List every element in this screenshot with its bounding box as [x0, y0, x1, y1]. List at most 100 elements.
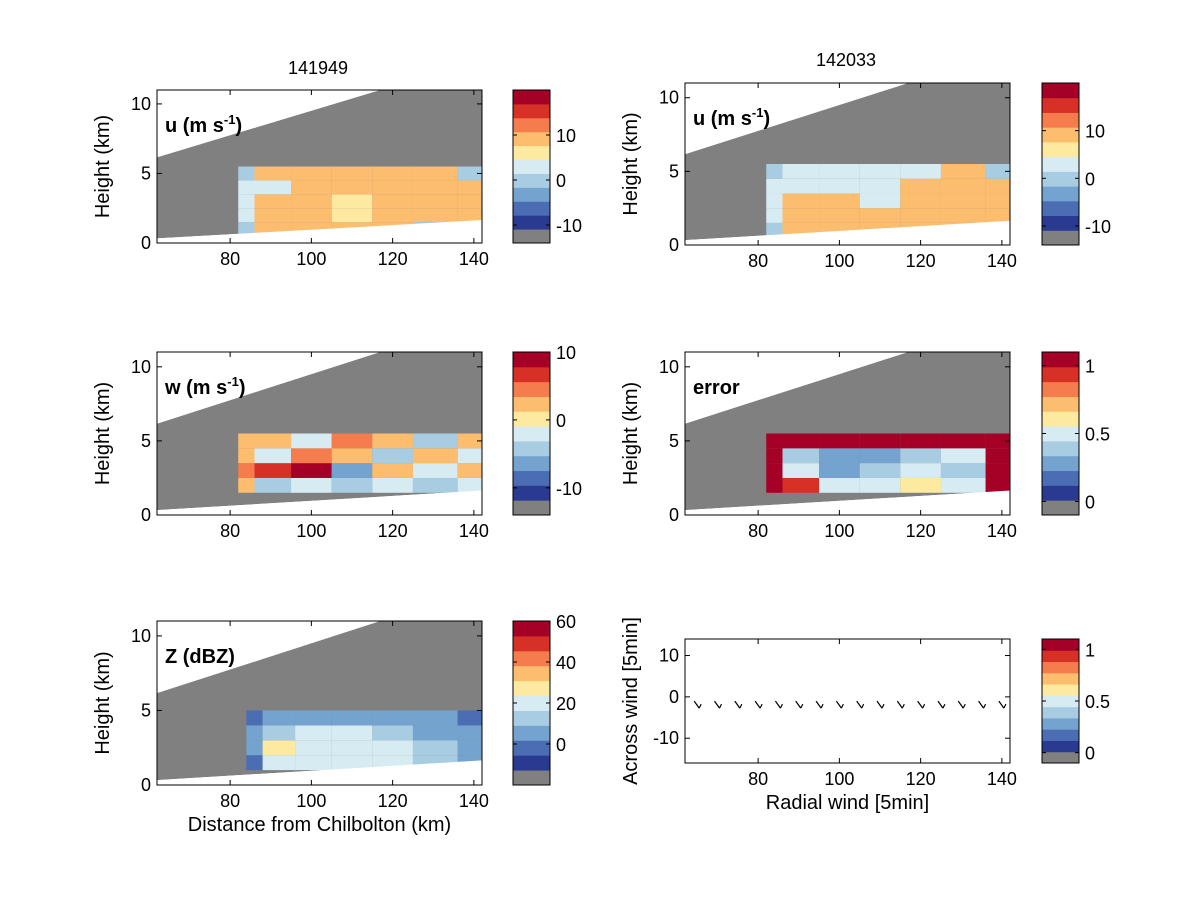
heatmap-cell	[254, 166, 292, 181]
x-tick-label: 100	[296, 521, 326, 541]
wind-arrow	[978, 700, 985, 709]
y-tick-label: 10	[659, 357, 679, 377]
colorbar-swatch	[1042, 650, 1079, 663]
heatmap-cell	[782, 178, 820, 194]
colorbar-swatch	[513, 159, 550, 174]
colorbar-swatch	[1042, 740, 1079, 753]
colorbar-swatch	[513, 145, 550, 161]
wind-arrow-head	[983, 703, 987, 709]
x-tick-label: 140	[459, 249, 489, 269]
colorbar-swatch	[1042, 230, 1079, 246]
x-tick-label: 100	[824, 769, 854, 789]
colorbar-swatch	[1042, 200, 1079, 217]
heatmap-cell	[291, 433, 332, 449]
plot-area-error	[685, 352, 1010, 515]
wind-arrow	[734, 700, 741, 709]
ground-mask	[157, 220, 482, 243]
colorbar-tick-label: 0.5	[1085, 425, 1110, 445]
colorbar-swatch	[1042, 127, 1079, 143]
heatmap-cell	[262, 710, 296, 726]
heatmap-cell	[985, 433, 1010, 449]
heatmap-cell	[291, 208, 332, 223]
heatmap-cell	[985, 477, 1010, 493]
heatmap-cell	[457, 740, 482, 756]
heatmap-cell	[291, 448, 332, 464]
colorbar-tick-label: 20	[556, 694, 576, 714]
heatmap-cell	[331, 433, 373, 449]
panel-annotation: u (m s-1)	[693, 105, 770, 130]
heatmap-cell	[900, 208, 941, 223]
colorbar-tick-label: 0.5	[1085, 692, 1110, 712]
wind-arrow	[835, 700, 842, 709]
heatmap-cell	[819, 433, 860, 449]
colorbar-swatch	[1042, 695, 1079, 708]
axes-frame	[684, 82, 1011, 246]
heatmap-cell	[457, 710, 482, 726]
heatmap-cell	[412, 180, 458, 195]
colorbar-swatch	[513, 131, 550, 147]
heatmap-cell	[246, 740, 263, 756]
wind-arrow-head	[718, 703, 723, 709]
heatmap-cell	[457, 477, 482, 493]
heatmap-cell	[372, 208, 413, 223]
wind-arrow-head	[739, 703, 743, 709]
heatmap-cell	[900, 477, 941, 493]
colorbar-swatch	[513, 173, 550, 188]
y-tick-label: 0	[141, 233, 151, 253]
wind-arrow-head	[881, 703, 885, 709]
y-tick-label: 10	[659, 646, 679, 666]
colorbar-swatch	[1042, 440, 1079, 457]
y-axis-label: Across wind [5min]	[620, 617, 642, 785]
x-tick-label: 80	[748, 251, 768, 271]
heatmap-cell	[238, 433, 255, 449]
heatmap-cell	[331, 755, 373, 771]
heatmap-cell	[412, 477, 458, 493]
colorbar-tick-label: 0	[1085, 492, 1095, 512]
y-tick-label: 5	[669, 161, 679, 181]
colorbar-swatch	[513, 201, 550, 216]
heatmap-cell	[859, 208, 901, 223]
heatmap-cell	[262, 755, 296, 771]
y-tick-label: 0	[141, 505, 151, 525]
heatmap-cell	[900, 164, 941, 179]
heatmap-cell	[766, 178, 783, 194]
y-tick-label: 0	[669, 235, 679, 255]
heatmap-cell	[782, 208, 820, 223]
colorbar-swatch	[1042, 661, 1079, 674]
colorbar-swatch	[1042, 112, 1079, 128]
heatmap-cell	[985, 164, 1010, 179]
wind-arrow	[896, 700, 903, 709]
colorbar-swatch	[513, 411, 550, 427]
heatmap-cell	[859, 477, 901, 493]
y-axis-label: Height (km)	[620, 382, 642, 485]
heatmap-cell	[457, 448, 482, 464]
colorbar-tick-label: 10	[556, 343, 576, 363]
x-tick-label: 80	[220, 249, 240, 269]
colorbar-frame	[512, 89, 551, 244]
heatmap-cell	[238, 463, 255, 478]
x-tick-label: 100	[824, 251, 854, 271]
y-axis-label: Height (km)	[620, 112, 642, 215]
x-tick-label: 140	[459, 791, 489, 811]
heatmap-cell	[412, 448, 458, 464]
heatmap-cell	[412, 725, 458, 741]
x-tick-label: 120	[378, 521, 408, 541]
colorbar-tick-label: 40	[556, 653, 576, 673]
heatmap-cell	[766, 164, 783, 179]
heatmap-cell	[291, 180, 332, 195]
wind-arrow-head	[1003, 703, 1007, 709]
heatmap-cell	[254, 180, 292, 195]
heatmap-cell	[238, 180, 255, 195]
heatmap-cell	[246, 755, 263, 771]
colorbar-swatch	[1042, 706, 1079, 719]
wind-arrow-head	[840, 703, 844, 709]
heatmap-cell	[295, 725, 332, 741]
colorbar-swatch	[513, 755, 550, 771]
colorbar-swatch	[1042, 366, 1079, 383]
heatmap-cell	[331, 725, 373, 741]
